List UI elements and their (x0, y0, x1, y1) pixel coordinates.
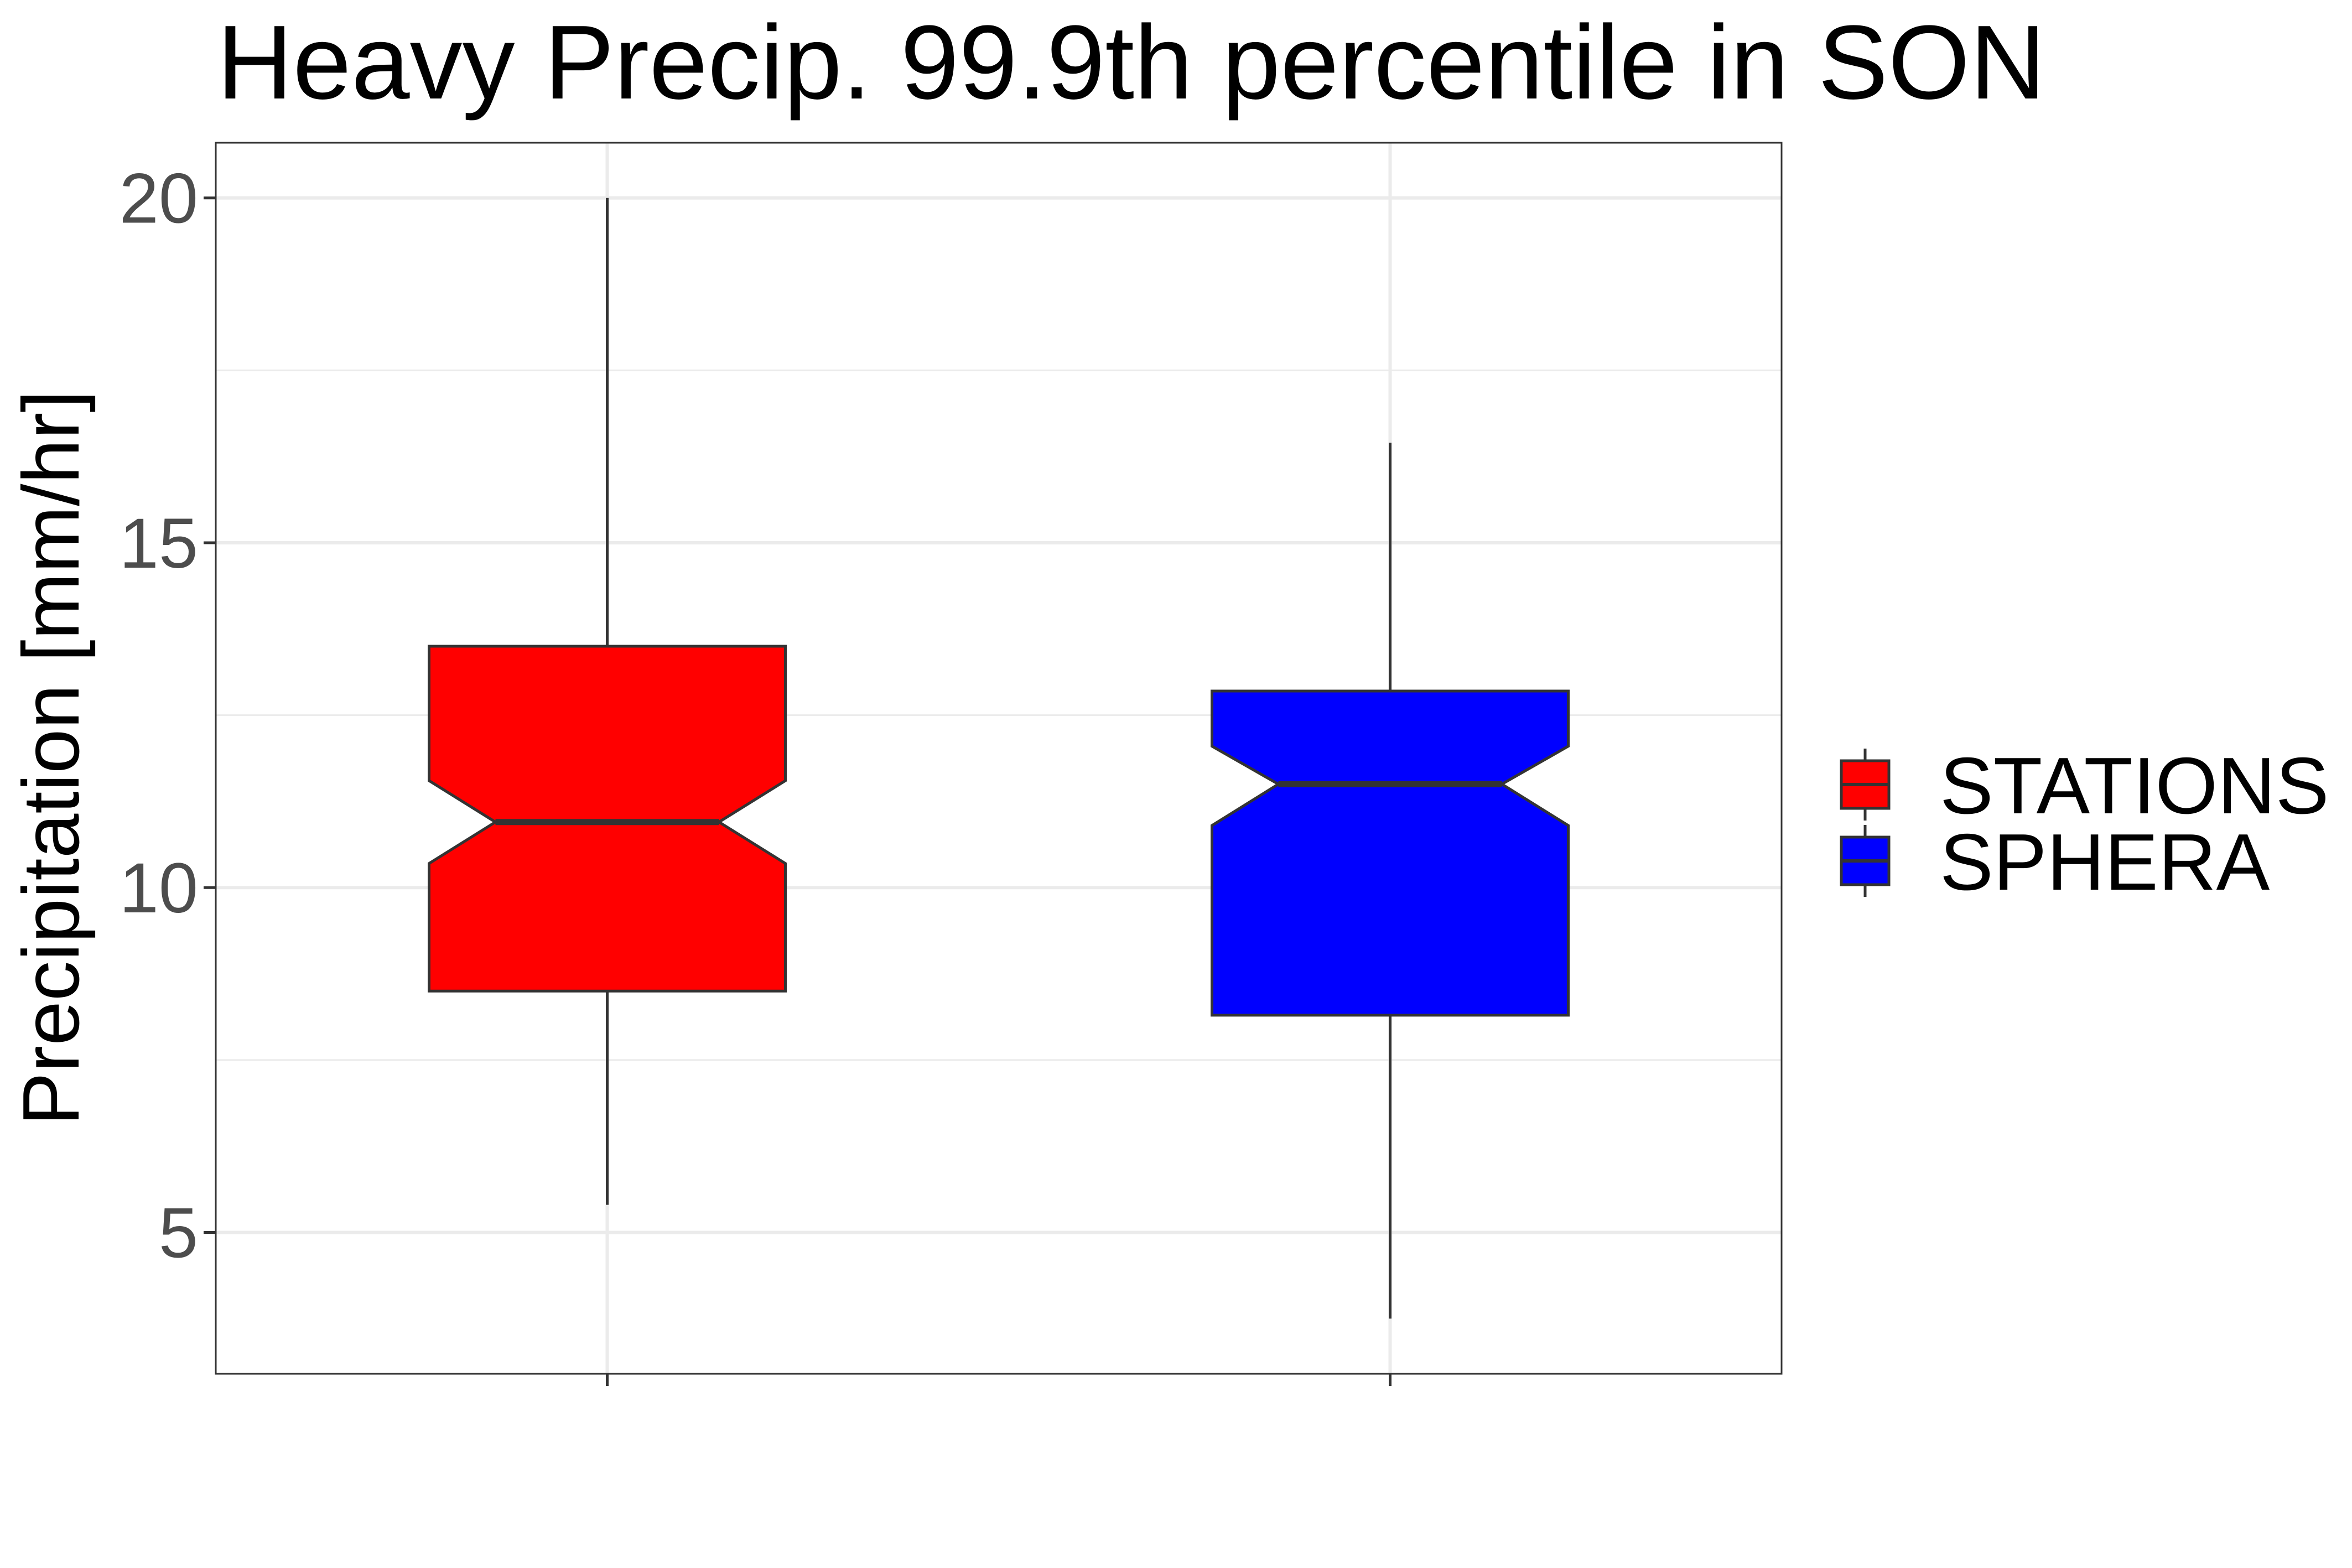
legend-label: STATIONS (1940, 741, 2329, 830)
y-axis: 5 10 15 20 (120, 159, 216, 1273)
y-tick-label: 10 (120, 849, 198, 928)
box-body (1211, 689, 1570, 1017)
legend-item-stations: STATIONS (1840, 741, 2329, 830)
legend-item-sphera: SPHERA (1840, 817, 2270, 907)
y-axis-label: Precipitation [mm/hr] (6, 390, 96, 1126)
chart-title: Heavy Precip. 99.9th percentile in SON (217, 4, 2046, 121)
box-sphera (1211, 443, 1570, 1319)
x-axis (606, 1374, 1392, 1386)
box-stations (428, 198, 787, 1205)
boxes (428, 198, 1570, 1319)
box-body (428, 645, 787, 993)
legend-label: SPHERA (1940, 817, 2270, 907)
y-tick-label: 5 (159, 1193, 198, 1273)
plot-panel (215, 142, 1783, 1375)
y-tick-label: 15 (120, 504, 198, 583)
y-tick-label: 20 (120, 159, 198, 238)
